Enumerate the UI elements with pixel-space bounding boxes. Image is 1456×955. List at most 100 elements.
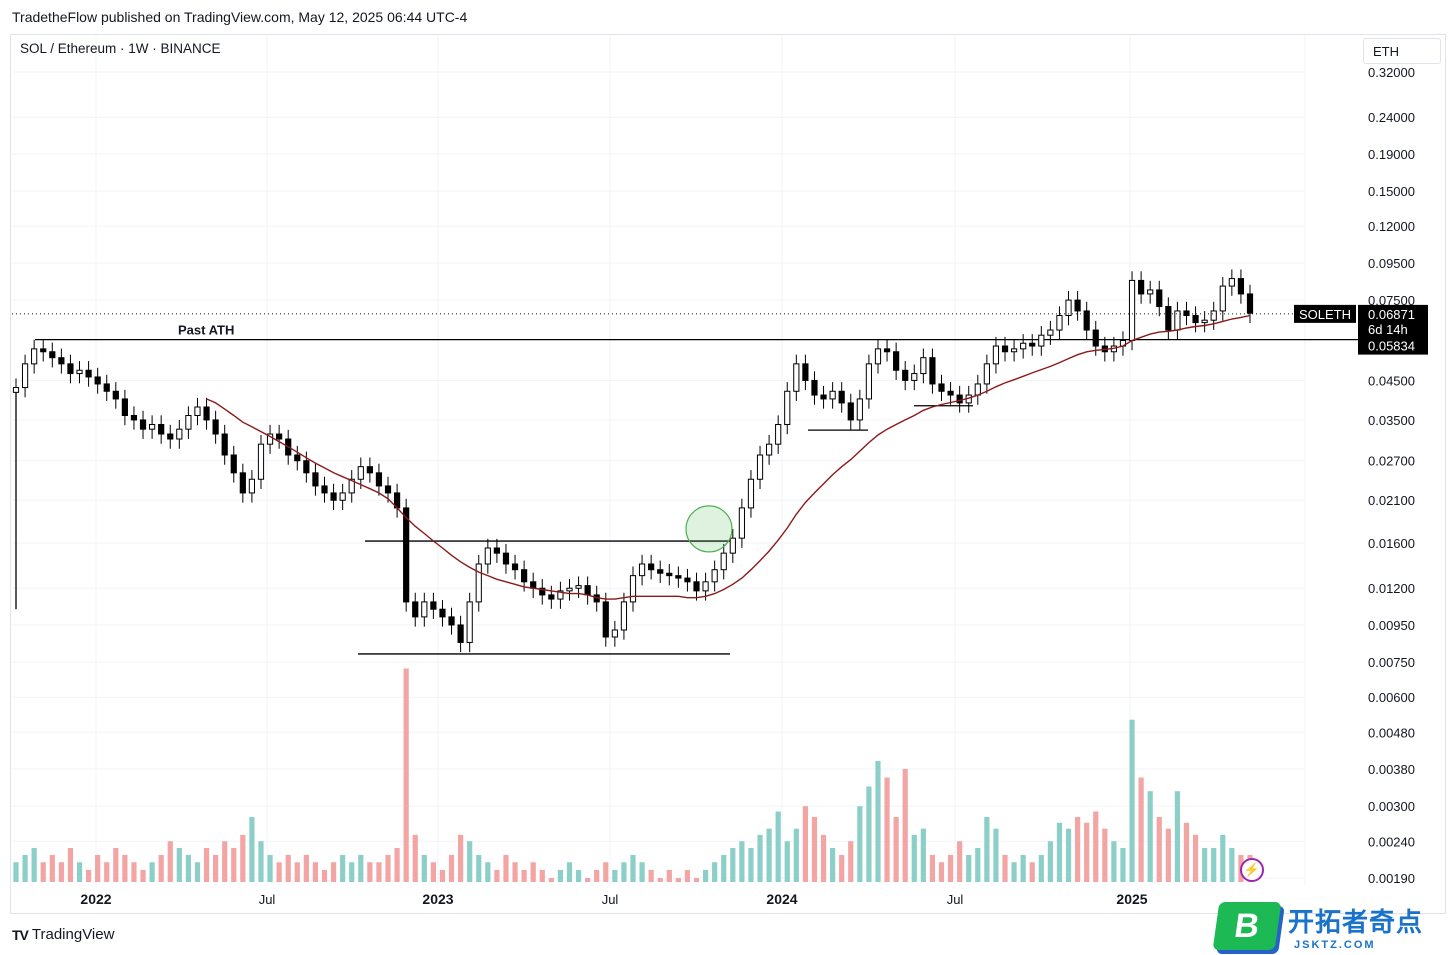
volume-bar	[603, 862, 609, 882]
candle-body	[448, 616, 455, 626]
candle-body	[167, 433, 174, 440]
symbol-tag	[1294, 304, 1356, 323]
candle-body	[430, 601, 437, 610]
candle-body	[793, 363, 800, 392]
candle-body	[276, 433, 283, 440]
brand-label: TradingView	[31, 926, 115, 943]
candle-body	[121, 398, 128, 417]
volume-bar	[1229, 847, 1235, 882]
candle-body	[956, 394, 963, 404]
candle-body	[1219, 285, 1226, 312]
volume-bar	[1020, 854, 1026, 882]
y-tick-label: 0.03500	[1368, 413, 1415, 428]
candle-body	[974, 383, 981, 396]
volume-bar	[975, 847, 981, 882]
symbol-legend[interactable]: SOL / Ethereum · 1W · BINANCE	[20, 41, 221, 56]
x-tick-label: 2025	[1116, 891, 1147, 907]
x-tick-label: Jul	[947, 892, 964, 907]
volume-bar	[240, 834, 246, 882]
volume-bar	[521, 869, 527, 882]
candle-body	[203, 406, 210, 421]
candle-body	[1165, 306, 1172, 331]
candle-body	[257, 443, 265, 480]
candle-body	[484, 547, 491, 565]
volume-bar	[330, 862, 337, 882]
candle-body	[1128, 279, 1136, 342]
candle-body	[1228, 278, 1235, 287]
candle-body	[421, 601, 428, 618]
candle-body	[1056, 315, 1063, 331]
candle-body	[566, 587, 573, 592]
candle-body	[312, 472, 319, 487]
candle-body	[493, 547, 500, 554]
candle-body	[357, 466, 364, 480]
volume-bar	[866, 786, 872, 882]
volume-bar	[721, 854, 727, 882]
volume-bar	[684, 869, 691, 882]
candle-body	[1138, 279, 1145, 295]
candle-body	[403, 507, 410, 603]
candle-body	[139, 419, 147, 430]
currency-selector[interactable]: ETH	[1363, 38, 1441, 64]
volume-bar	[666, 869, 672, 882]
watermark-url: JSKTZ.COM	[1294, 938, 1376, 951]
volume-bar	[430, 862, 436, 882]
candle-body	[1237, 278, 1245, 295]
tradingview-logo[interactable]: TV TradingView	[12, 926, 114, 943]
volume-bar	[612, 869, 618, 882]
candle-body	[766, 443, 773, 456]
chart-frame	[10, 34, 1446, 914]
candle-body	[648, 563, 655, 571]
candle-body	[938, 383, 945, 392]
y-tick-label: 0.02100	[1368, 493, 1415, 508]
last-price-value: 0.06871	[1368, 307, 1415, 322]
volume-bar	[122, 854, 128, 882]
candle-body	[1001, 345, 1009, 353]
moving-average-line	[206, 314, 1251, 600]
volume-bar	[113, 847, 119, 882]
volume-bar	[539, 869, 545, 882]
x-tick-label: 2024	[766, 891, 797, 907]
volume-bar	[67, 847, 74, 882]
candle-body	[666, 572, 673, 577]
volume-bar	[929, 854, 936, 882]
volume-bar	[585, 878, 591, 882]
candle-body	[638, 563, 646, 577]
y-tick-label: 0.00300	[1368, 799, 1415, 814]
volume-bar	[40, 862, 46, 882]
volume-bar	[76, 862, 83, 882]
volume-bar	[367, 862, 373, 882]
volume-bar	[1029, 862, 1035, 882]
breakout-circle	[685, 505, 733, 553]
volume-bar	[1174, 791, 1181, 882]
y-tick-label: 0.00190	[1368, 871, 1415, 886]
candle-body	[303, 460, 310, 474]
volume-bar	[1138, 777, 1144, 882]
volume-bar	[938, 862, 945, 882]
tv-logo-icon: TV	[12, 926, 29, 943]
lightning-icon[interactable]: ⚡	[1240, 858, 1264, 882]
volume-bar	[902, 769, 908, 882]
volume-bar	[213, 854, 219, 882]
volume-bar	[131, 862, 137, 882]
candle-body	[738, 507, 745, 539]
volume-bar	[1220, 834, 1226, 882]
volume-bar	[1075, 817, 1081, 882]
candle-body	[729, 537, 736, 554]
candle-body	[348, 478, 355, 494]
volume-bar	[31, 847, 37, 882]
candle-body	[384, 485, 392, 494]
volume-bar	[820, 834, 827, 882]
candle-body	[720, 552, 727, 571]
y-tick-label: 0.24000	[1368, 110, 1415, 125]
candle-body	[548, 594, 555, 600]
x-tick-label: 2023	[422, 891, 453, 907]
candle-body	[375, 472, 383, 487]
candle-body	[811, 379, 818, 396]
candle-body	[584, 585, 591, 596]
volume-bar	[140, 869, 146, 882]
candle-body	[711, 569, 718, 583]
volume-bar	[594, 869, 600, 882]
candle-body	[339, 492, 346, 501]
